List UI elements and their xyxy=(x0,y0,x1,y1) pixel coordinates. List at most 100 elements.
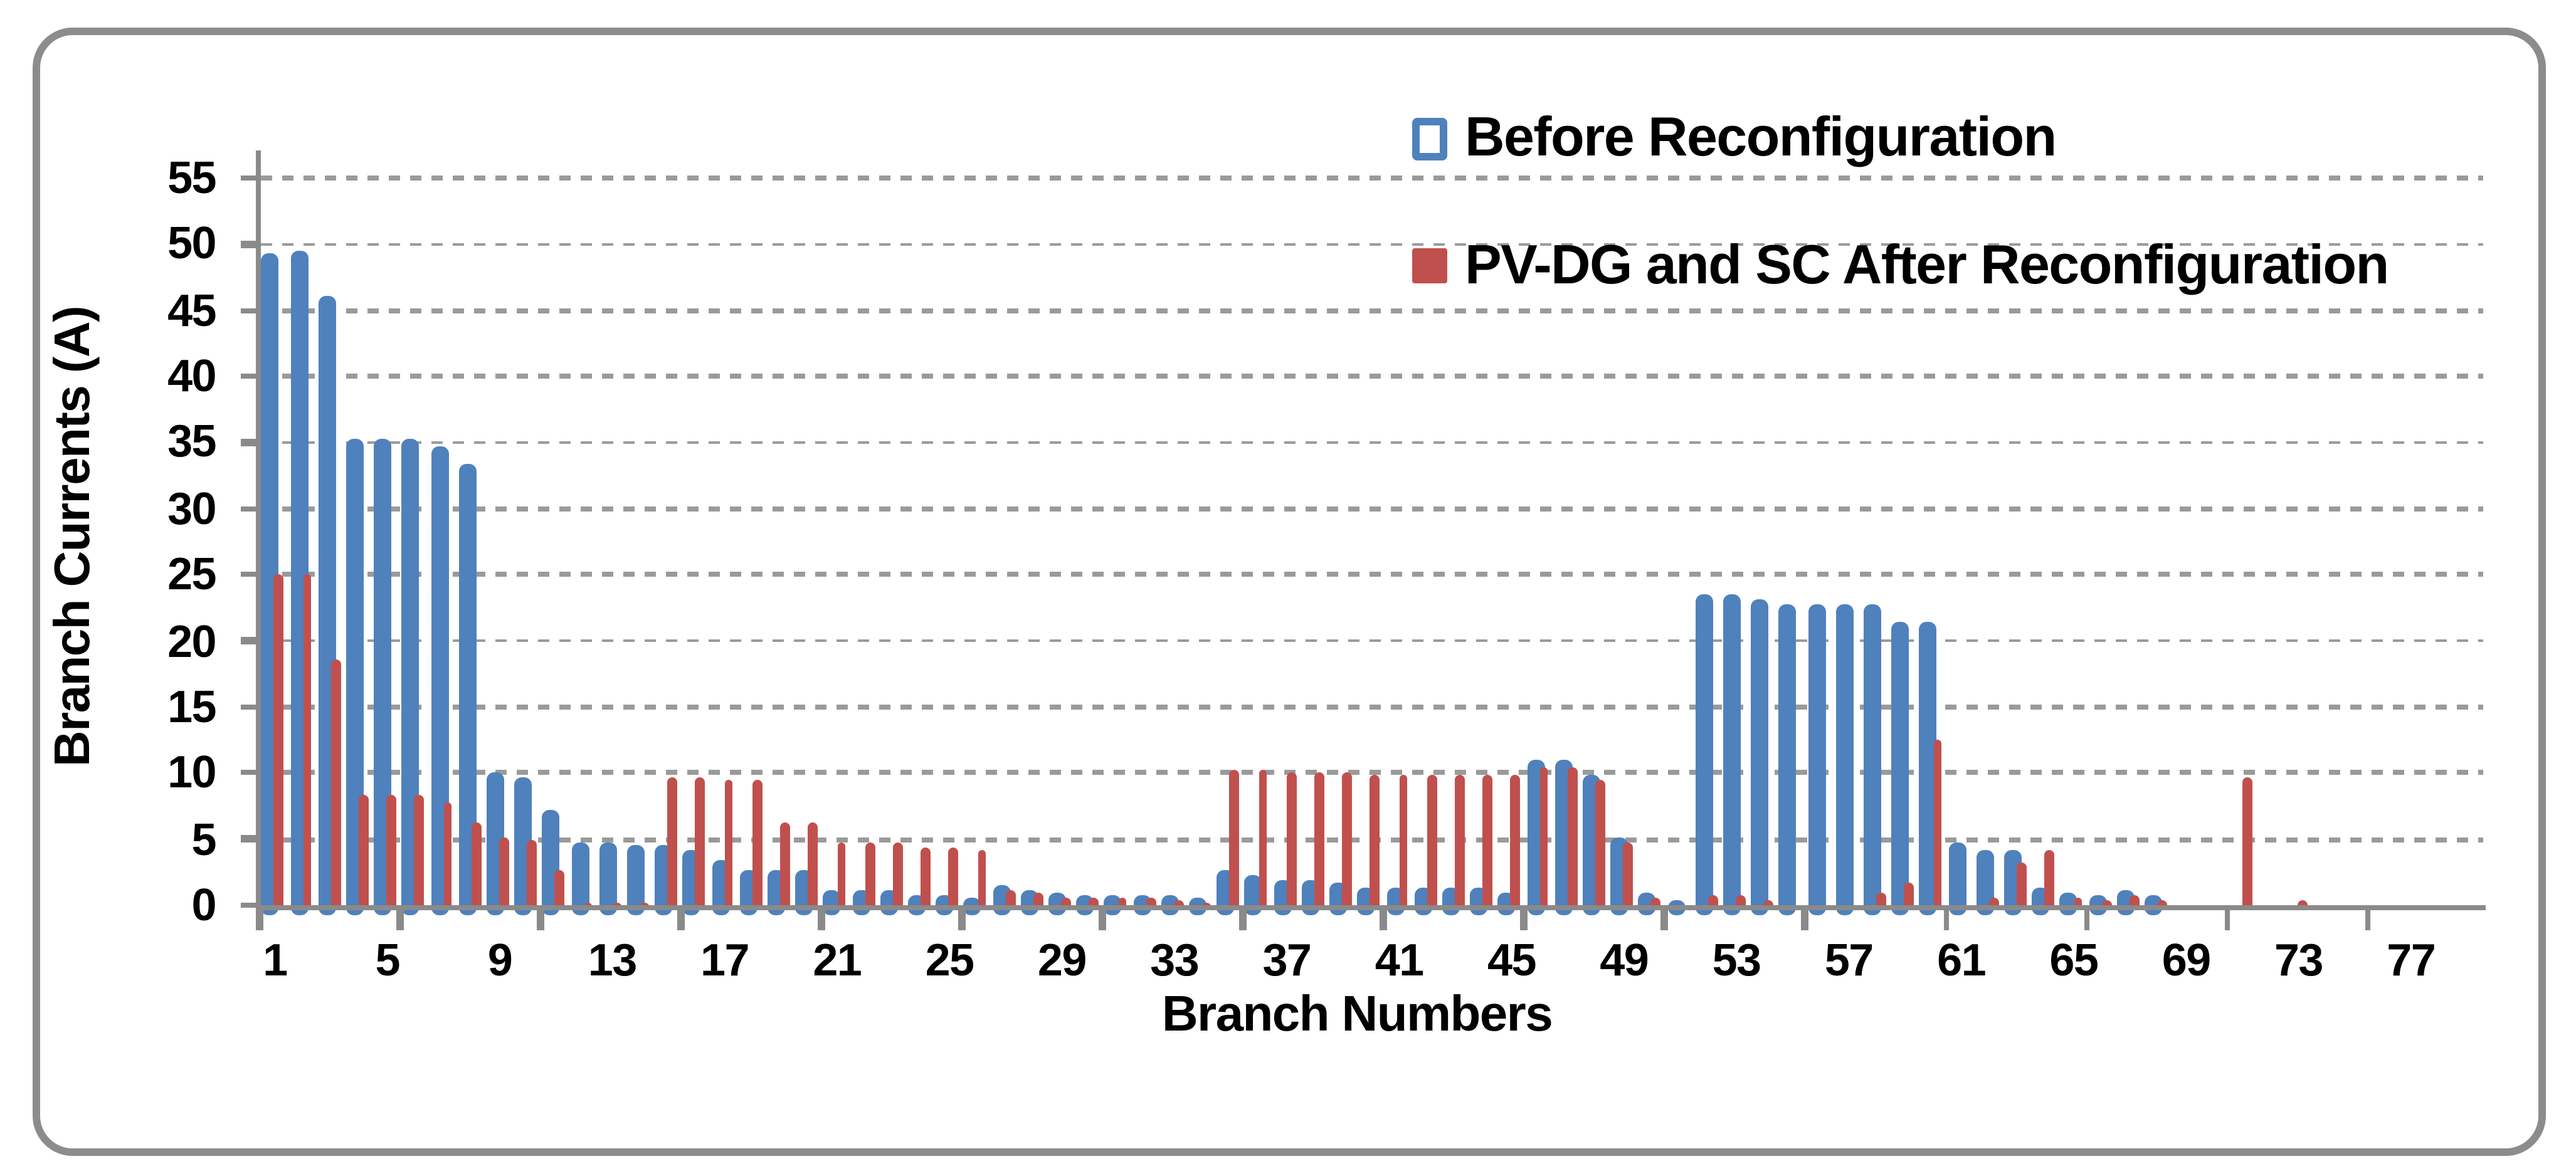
bar-after xyxy=(752,779,762,909)
bar-after xyxy=(977,849,987,909)
x-tick-mark xyxy=(1661,910,1669,930)
bar-before xyxy=(1835,605,1854,915)
x-tick-label: 1 xyxy=(263,935,288,985)
bar-after xyxy=(949,847,959,909)
bar-after xyxy=(471,822,481,909)
y-tick-mark xyxy=(240,175,260,181)
bar-after xyxy=(274,574,284,909)
bar-after xyxy=(808,823,818,909)
bar-after xyxy=(724,779,734,909)
bar-after xyxy=(1567,767,1577,909)
x-tick-label: 57 xyxy=(1824,935,1874,985)
y-tick-mark xyxy=(240,505,260,512)
bar-before xyxy=(1779,605,1797,915)
y-tick-label: 45 xyxy=(167,285,217,335)
bar-after xyxy=(1539,767,1549,909)
x-tick-label: 41 xyxy=(1375,935,1425,985)
gridline xyxy=(261,638,2483,643)
y-axis-line xyxy=(255,150,262,905)
x-tick-label: 73 xyxy=(2274,935,2324,985)
bar-after xyxy=(837,841,847,909)
x-tick-label: 61 xyxy=(1937,935,1987,985)
bar-after xyxy=(780,823,790,909)
bar-after xyxy=(302,574,312,909)
bar-after xyxy=(1342,773,1352,909)
x-tick-label: 69 xyxy=(2162,935,2212,985)
y-tick-label: 15 xyxy=(167,681,217,732)
x-tick-mark xyxy=(2224,910,2230,930)
y-tick-label: 55 xyxy=(167,153,217,203)
y-tick-label: 50 xyxy=(167,219,217,270)
y-tick-label: 20 xyxy=(167,616,217,666)
x-tick-label: 29 xyxy=(1037,935,1087,985)
x-tick-label: 33 xyxy=(1150,935,1200,985)
bar-after xyxy=(1370,774,1380,909)
bar-before xyxy=(1751,599,1769,915)
x-tick-label: 9 xyxy=(487,935,513,985)
bar-after xyxy=(1258,770,1268,909)
y-tick-mark xyxy=(240,703,260,710)
bar-after xyxy=(2017,861,2027,909)
bar-after xyxy=(1511,774,1521,909)
x-tick-mark xyxy=(2364,910,2371,930)
gridline xyxy=(261,572,2483,577)
bar-after xyxy=(1595,780,1605,909)
bar-after xyxy=(1623,843,1634,909)
x-tick-label: 21 xyxy=(813,935,862,985)
x-axis-title: Branch Numbers xyxy=(1161,988,1553,1043)
x-tick-mark xyxy=(396,910,404,930)
bar-after xyxy=(921,847,931,909)
x-tick-mark xyxy=(1521,910,1528,930)
x-tick-label: 37 xyxy=(1262,935,1312,985)
gridline xyxy=(261,374,2483,379)
bar-before xyxy=(1891,622,1909,915)
x-tick-mark xyxy=(1099,910,1106,930)
bar-after xyxy=(1314,771,1324,909)
legend-label-after: PV-DG and SC After Reconfiguration xyxy=(1465,233,2389,296)
x-tick-label: 53 xyxy=(1712,935,1762,985)
legend-item-after: PV-DG and SC After Reconfiguration xyxy=(1412,233,2389,298)
x-tick-label: 49 xyxy=(1600,935,1649,985)
hollow-square-icon xyxy=(1412,117,1447,159)
y-tick-label: 5 xyxy=(191,814,217,864)
figure-border xyxy=(33,28,2546,1156)
x-tick-mark xyxy=(2083,910,2090,930)
bar-after xyxy=(1398,774,1408,909)
y-tick-mark xyxy=(240,241,260,248)
bar-after xyxy=(695,778,706,909)
y-tick-label: 10 xyxy=(167,748,217,799)
x-tick-mark xyxy=(818,910,825,930)
gridline xyxy=(261,507,2483,511)
x-tick-label: 45 xyxy=(1487,935,1537,985)
x-tick-label: 25 xyxy=(925,935,975,985)
bar-after xyxy=(1482,774,1493,909)
y-tick-label: 35 xyxy=(167,417,217,468)
y-tick-label: 40 xyxy=(167,351,217,402)
x-tick-label: 13 xyxy=(588,935,638,985)
bar-after xyxy=(892,843,902,909)
gridline xyxy=(261,770,2483,775)
bar-after xyxy=(555,869,565,909)
x-tick-mark xyxy=(1380,910,1387,930)
gridline xyxy=(261,705,2483,710)
x-tick-mark xyxy=(959,910,966,930)
bar-after xyxy=(1904,881,1914,909)
bar-after xyxy=(864,843,874,909)
y-tick-mark xyxy=(240,571,260,578)
legend-label-before: Before Reconfiguration xyxy=(1465,105,2057,168)
bar-after xyxy=(1230,769,1240,909)
x-tick-mark xyxy=(1943,910,1950,930)
bar-after xyxy=(359,794,369,909)
bar-before xyxy=(626,844,645,915)
bar-before xyxy=(1807,605,1825,915)
x-tick-mark xyxy=(1802,910,1809,930)
gridline xyxy=(261,440,2483,445)
x-tick-mark xyxy=(678,910,685,930)
bar-after xyxy=(2045,851,2055,909)
bar-after xyxy=(414,794,425,909)
y-tick-label: 25 xyxy=(167,549,217,600)
bar-after xyxy=(668,777,678,909)
bar-after xyxy=(330,659,340,909)
x-tick-mark xyxy=(256,910,263,930)
